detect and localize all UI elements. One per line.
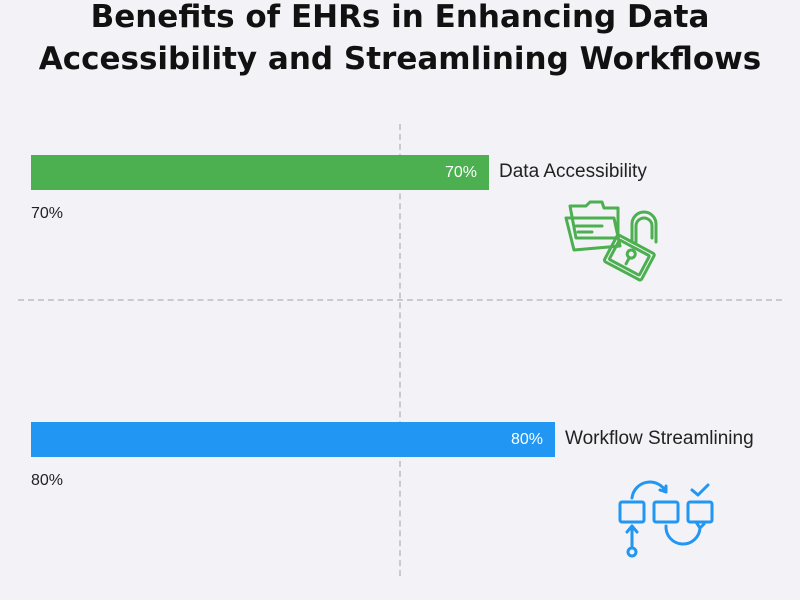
value-label-data-accessibility: 70%	[31, 205, 64, 222]
value-label-workflow-streamlining: 80%	[31, 472, 64, 489]
horizontal-divider	[18, 299, 782, 301]
workflow-icon	[618, 480, 714, 558]
category-label-workflow-streamlining: Workflow Streamlining	[565, 428, 754, 449]
chart-title: Benefits of EHRs in Enhancing Data Acces…	[0, 0, 800, 80]
bar-workflow-streamlining: 80%	[31, 422, 555, 457]
chart-title-line-1: Benefits of EHRs in Enhancing Data	[90, 0, 710, 35]
bar-data-accessibility: 70%	[31, 155, 489, 190]
chart-title-line-2: Accessibility and Streamlining Workflows	[38, 41, 762, 77]
category-label-data-accessibility: Data Accessibility	[499, 161, 647, 182]
vertical-divider	[399, 124, 401, 576]
bar-value-label: 70%	[444, 164, 477, 181]
bar-value-label: 80%	[510, 431, 543, 448]
folder-lock-icon	[564, 200, 658, 282]
